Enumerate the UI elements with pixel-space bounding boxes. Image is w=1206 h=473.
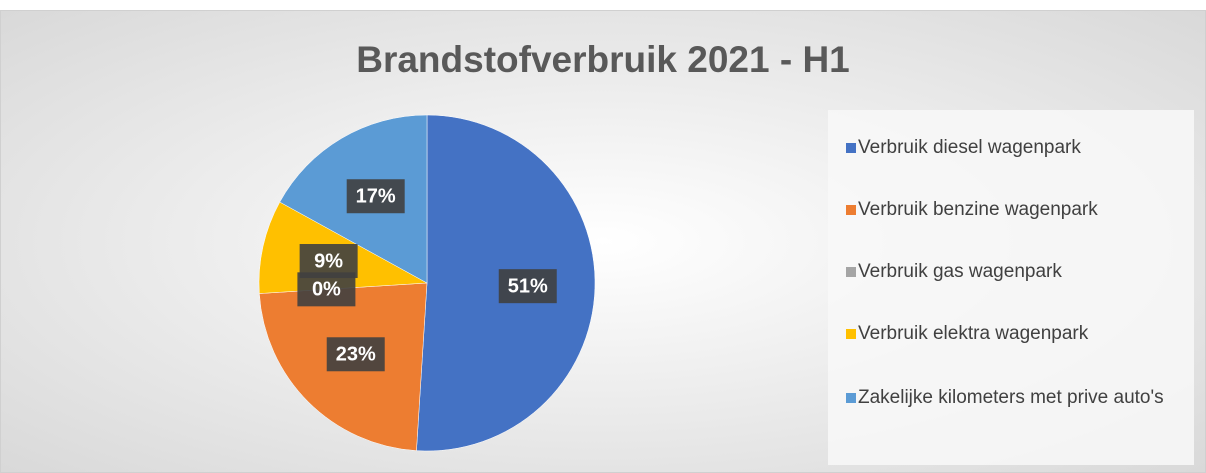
legend: Verbruik diesel wagenpark Verbruik benzin… — [828, 110, 1194, 465]
legend-swatch — [846, 329, 856, 339]
data-label: 9% — [299, 244, 358, 279]
data-label: 51% — [498, 269, 557, 304]
legend-item: Zakelijke kilometers met prive auto's — [846, 386, 1188, 410]
legend-label: Verbruik elektra wagenpark — [858, 323, 1089, 344]
data-label-box — [346, 179, 405, 214]
legend-item: Verbruik benzine wagenpark — [846, 198, 1188, 222]
legend-swatch — [846, 143, 856, 153]
legend-label: Verbruik gas wagenpark — [858, 261, 1062, 282]
data-label-text: 23% — [336, 344, 376, 366]
legend-label: Zakelijke kilometers met prive auto's — [858, 387, 1164, 408]
data-label-box — [299, 244, 358, 279]
data-label-text: 9% — [314, 250, 343, 272]
legend-swatch — [846, 205, 856, 215]
data-label-box — [326, 337, 385, 372]
legend-swatch — [846, 393, 856, 403]
data-label-text: 0% — [312, 279, 341, 301]
legend-item: Verbruik diesel wagenpark — [846, 136, 1188, 160]
legend-label: Verbruik benzine wagenpark — [858, 199, 1098, 220]
data-label-box — [498, 269, 557, 304]
data-label-text: 17% — [356, 186, 396, 208]
data-label: 17% — [346, 179, 405, 214]
legend-item: Verbruik gas wagenpark — [846, 260, 1188, 284]
legend-label: Verbruik diesel wagenpark — [858, 137, 1081, 158]
data-label-text: 51% — [508, 275, 548, 297]
legend-swatch — [846, 267, 856, 277]
data-label: 23% — [326, 337, 385, 372]
legend-item: Verbruik elektra wagenpark — [846, 322, 1188, 346]
chart-title: Brandstofverbruik 2021 - H1 — [356, 39, 850, 80]
